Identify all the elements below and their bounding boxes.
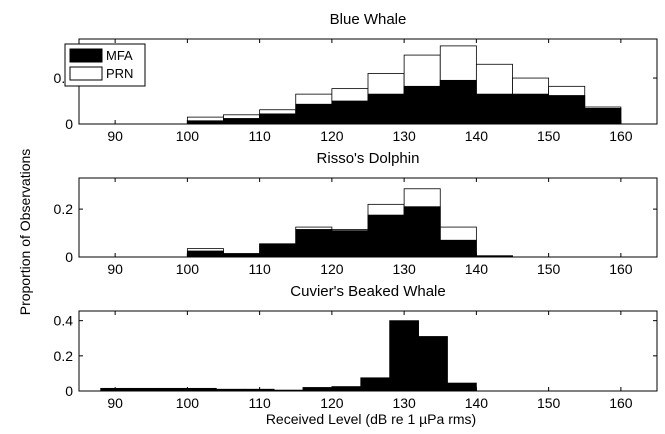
y-axis-label: Proportion of Observations (17, 149, 33, 316)
legend-swatch-mfa (69, 48, 103, 63)
y-tick-label: 0.4 (54, 313, 74, 329)
panel-3: Cuvier's Beaked Whale 90 100 110 120 130 140 15… (54, 283, 658, 411)
y-tick-label: 0 (65, 383, 73, 399)
bar-mfa (439, 239, 477, 258)
x-tick-label: 90 (107, 128, 123, 144)
y-tick-label: 0.2 (54, 201, 74, 217)
bar-mfa (447, 382, 477, 392)
bar-mfa (367, 93, 405, 125)
bar-mfa (295, 229, 333, 258)
x-tick-label: 120 (320, 395, 344, 411)
bar-mfa (186, 250, 224, 258)
x-tick-label: 130 (392, 395, 416, 411)
y-tick-label: 0 (65, 249, 73, 265)
x-tick-label: 120 (320, 261, 344, 277)
bar-mfa (584, 107, 622, 125)
bar-mfa (367, 214, 405, 258)
bar-mfa (223, 118, 261, 125)
x-tick-label: 150 (537, 128, 561, 144)
bar-mfa (259, 113, 297, 125)
bar-mfa (295, 103, 333, 125)
x-tick-label: 150 (537, 395, 561, 411)
x-tick-label: 110 (248, 395, 271, 411)
x-tick-label: 140 (465, 395, 489, 411)
x-tick-label: 100 (176, 261, 200, 277)
bar-mfa (302, 387, 333, 392)
x-tick-label: 120 (320, 128, 344, 144)
x-tick-label: 160 (609, 395, 633, 411)
x-tick-label: 90 (107, 261, 123, 277)
panel-2: Risso's Dolphin 90 100 110 120 130 140 150 160 0 0… (54, 150, 658, 277)
x-tick-label: 100 (176, 128, 200, 144)
bar-mfa (418, 336, 448, 392)
legend-swatch-prn (69, 66, 103, 81)
bar-mfa (475, 93, 513, 125)
panel-title: Blue Whale (330, 11, 407, 28)
bar-mfa (403, 206, 441, 258)
bar-mfa (548, 95, 586, 125)
x-tick-label: 160 (609, 128, 633, 144)
x-tick-label: 130 (392, 261, 416, 277)
y-tick-label: 0 (65, 116, 73, 132)
bar-mfa (439, 79, 477, 125)
bar-mfa (403, 85, 441, 125)
bar-mfa (331, 230, 369, 258)
legend-label-prn: PRN (106, 66, 133, 81)
x-tick-label: 110 (248, 128, 271, 144)
x-tick-label: 160 (609, 261, 633, 277)
bar-mfa (360, 377, 391, 392)
bar-mfa (331, 386, 362, 392)
y-tick-label: 0.2 (54, 348, 74, 364)
x-tick-label: 140 (465, 261, 489, 277)
x-tick-label: 150 (537, 261, 561, 277)
panel-title: Risso's Dolphin (317, 150, 420, 167)
x-tick-label: 100 (176, 395, 200, 411)
x-tick-label: 130 (392, 128, 416, 144)
x-tick-label: 110 (248, 261, 271, 277)
legend-label-mfa: MFA (106, 48, 133, 63)
bar-mfa (512, 93, 550, 125)
panel-title: Cuvier's Beaked Whale (290, 283, 445, 300)
x-tick-label: 90 (107, 395, 123, 411)
axes-box (78, 177, 658, 258)
x-tick-label: 140 (465, 128, 489, 144)
bar-mfa (259, 243, 297, 258)
bar-mfa (389, 320, 419, 392)
legend: MFA PRN (64, 43, 146, 87)
axes-box (78, 310, 658, 392)
x-axis-label: Received Level (dB re 1 µPa rms) (266, 411, 476, 427)
bar-mfa (331, 100, 369, 125)
